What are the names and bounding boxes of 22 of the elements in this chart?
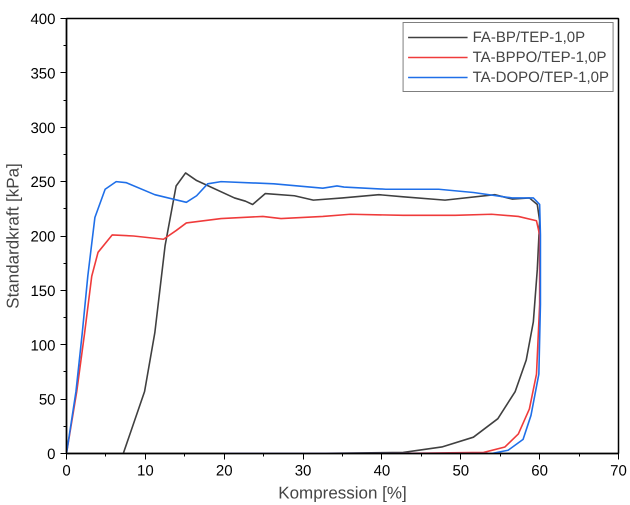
legend-label: TA-DOPO/TEP-1,0P xyxy=(472,68,609,86)
y-tick-label: 300 xyxy=(30,120,56,137)
legend-label: FA-BP/TEP-1,0P xyxy=(472,28,586,46)
x-axis-title: Kompression [%] xyxy=(278,484,407,502)
y-tick-label: 200 xyxy=(30,228,56,246)
y-tick-label: 0 xyxy=(47,446,56,463)
y-tick-label: 150 xyxy=(30,282,56,300)
x-tick-label: 30 xyxy=(294,462,312,480)
x-tick-label: 20 xyxy=(216,462,233,480)
y-tick-label: 400 xyxy=(30,11,56,28)
x-tick-label: 60 xyxy=(531,462,548,480)
x-tick-label: 70 xyxy=(610,462,627,480)
x-tick-label: 50 xyxy=(452,462,470,480)
y-tick-label: 100 xyxy=(30,337,56,354)
y-tick-label: 250 xyxy=(30,174,56,192)
y-tick-label: 50 xyxy=(38,392,56,409)
x-tick-label: 40 xyxy=(374,462,390,480)
x-tick-label: 0 xyxy=(62,462,71,480)
y-axis-title: Standardkraft [kPa] xyxy=(3,163,22,309)
y-tick-label: 350 xyxy=(30,65,56,82)
legend-label: TA-BPPO/TEP-1,0P xyxy=(472,48,607,66)
x-tick-label: 10 xyxy=(137,462,154,480)
